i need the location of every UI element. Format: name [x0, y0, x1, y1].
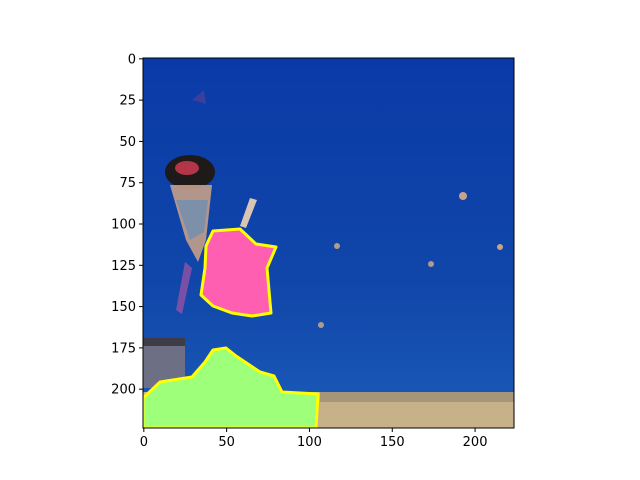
y-tick-label: 25 — [119, 94, 136, 109]
y-tick-label: 150 — [111, 300, 136, 315]
x-tick-label: 200 — [463, 435, 488, 450]
house-roof — [143, 338, 185, 346]
y-tick-label: 50 — [119, 135, 136, 150]
y-tick-label: 200 — [111, 383, 136, 398]
distant-kite — [318, 322, 324, 328]
y-axis: 0 25 50 75 100 125 150 175 200 — [111, 52, 143, 398]
x-tick-label: 0 — [140, 435, 148, 450]
x-tick-label: 50 — [218, 435, 235, 450]
y-tick-label: 100 — [111, 218, 136, 233]
image — [143, 58, 514, 428]
kite-ring-inner — [175, 161, 199, 175]
small-kite-top — [192, 90, 206, 104]
y-tick-label: 175 — [111, 341, 136, 356]
plot-frame — [142, 57, 515, 429]
segment-kite — [199, 227, 278, 318]
kite-tail-right — [240, 198, 257, 228]
distant-kite — [459, 192, 467, 200]
x-axis: 0 50 100 150 200 — [140, 428, 488, 450]
distant-kite — [428, 261, 434, 267]
kite-tails-color — [176, 200, 208, 240]
beach-crowd — [320, 392, 514, 402]
x-tick-label: 100 — [297, 435, 322, 450]
y-tick-label: 75 — [119, 176, 136, 191]
distant-kite — [334, 243, 340, 249]
y-tick-label: 0 — [128, 52, 136, 67]
segment-crowd — [143, 346, 320, 428]
x-tick-label: 150 — [380, 435, 405, 450]
distant-kite — [497, 244, 503, 250]
kite-tail-left — [176, 262, 192, 314]
y-tick-label: 125 — [111, 259, 136, 274]
